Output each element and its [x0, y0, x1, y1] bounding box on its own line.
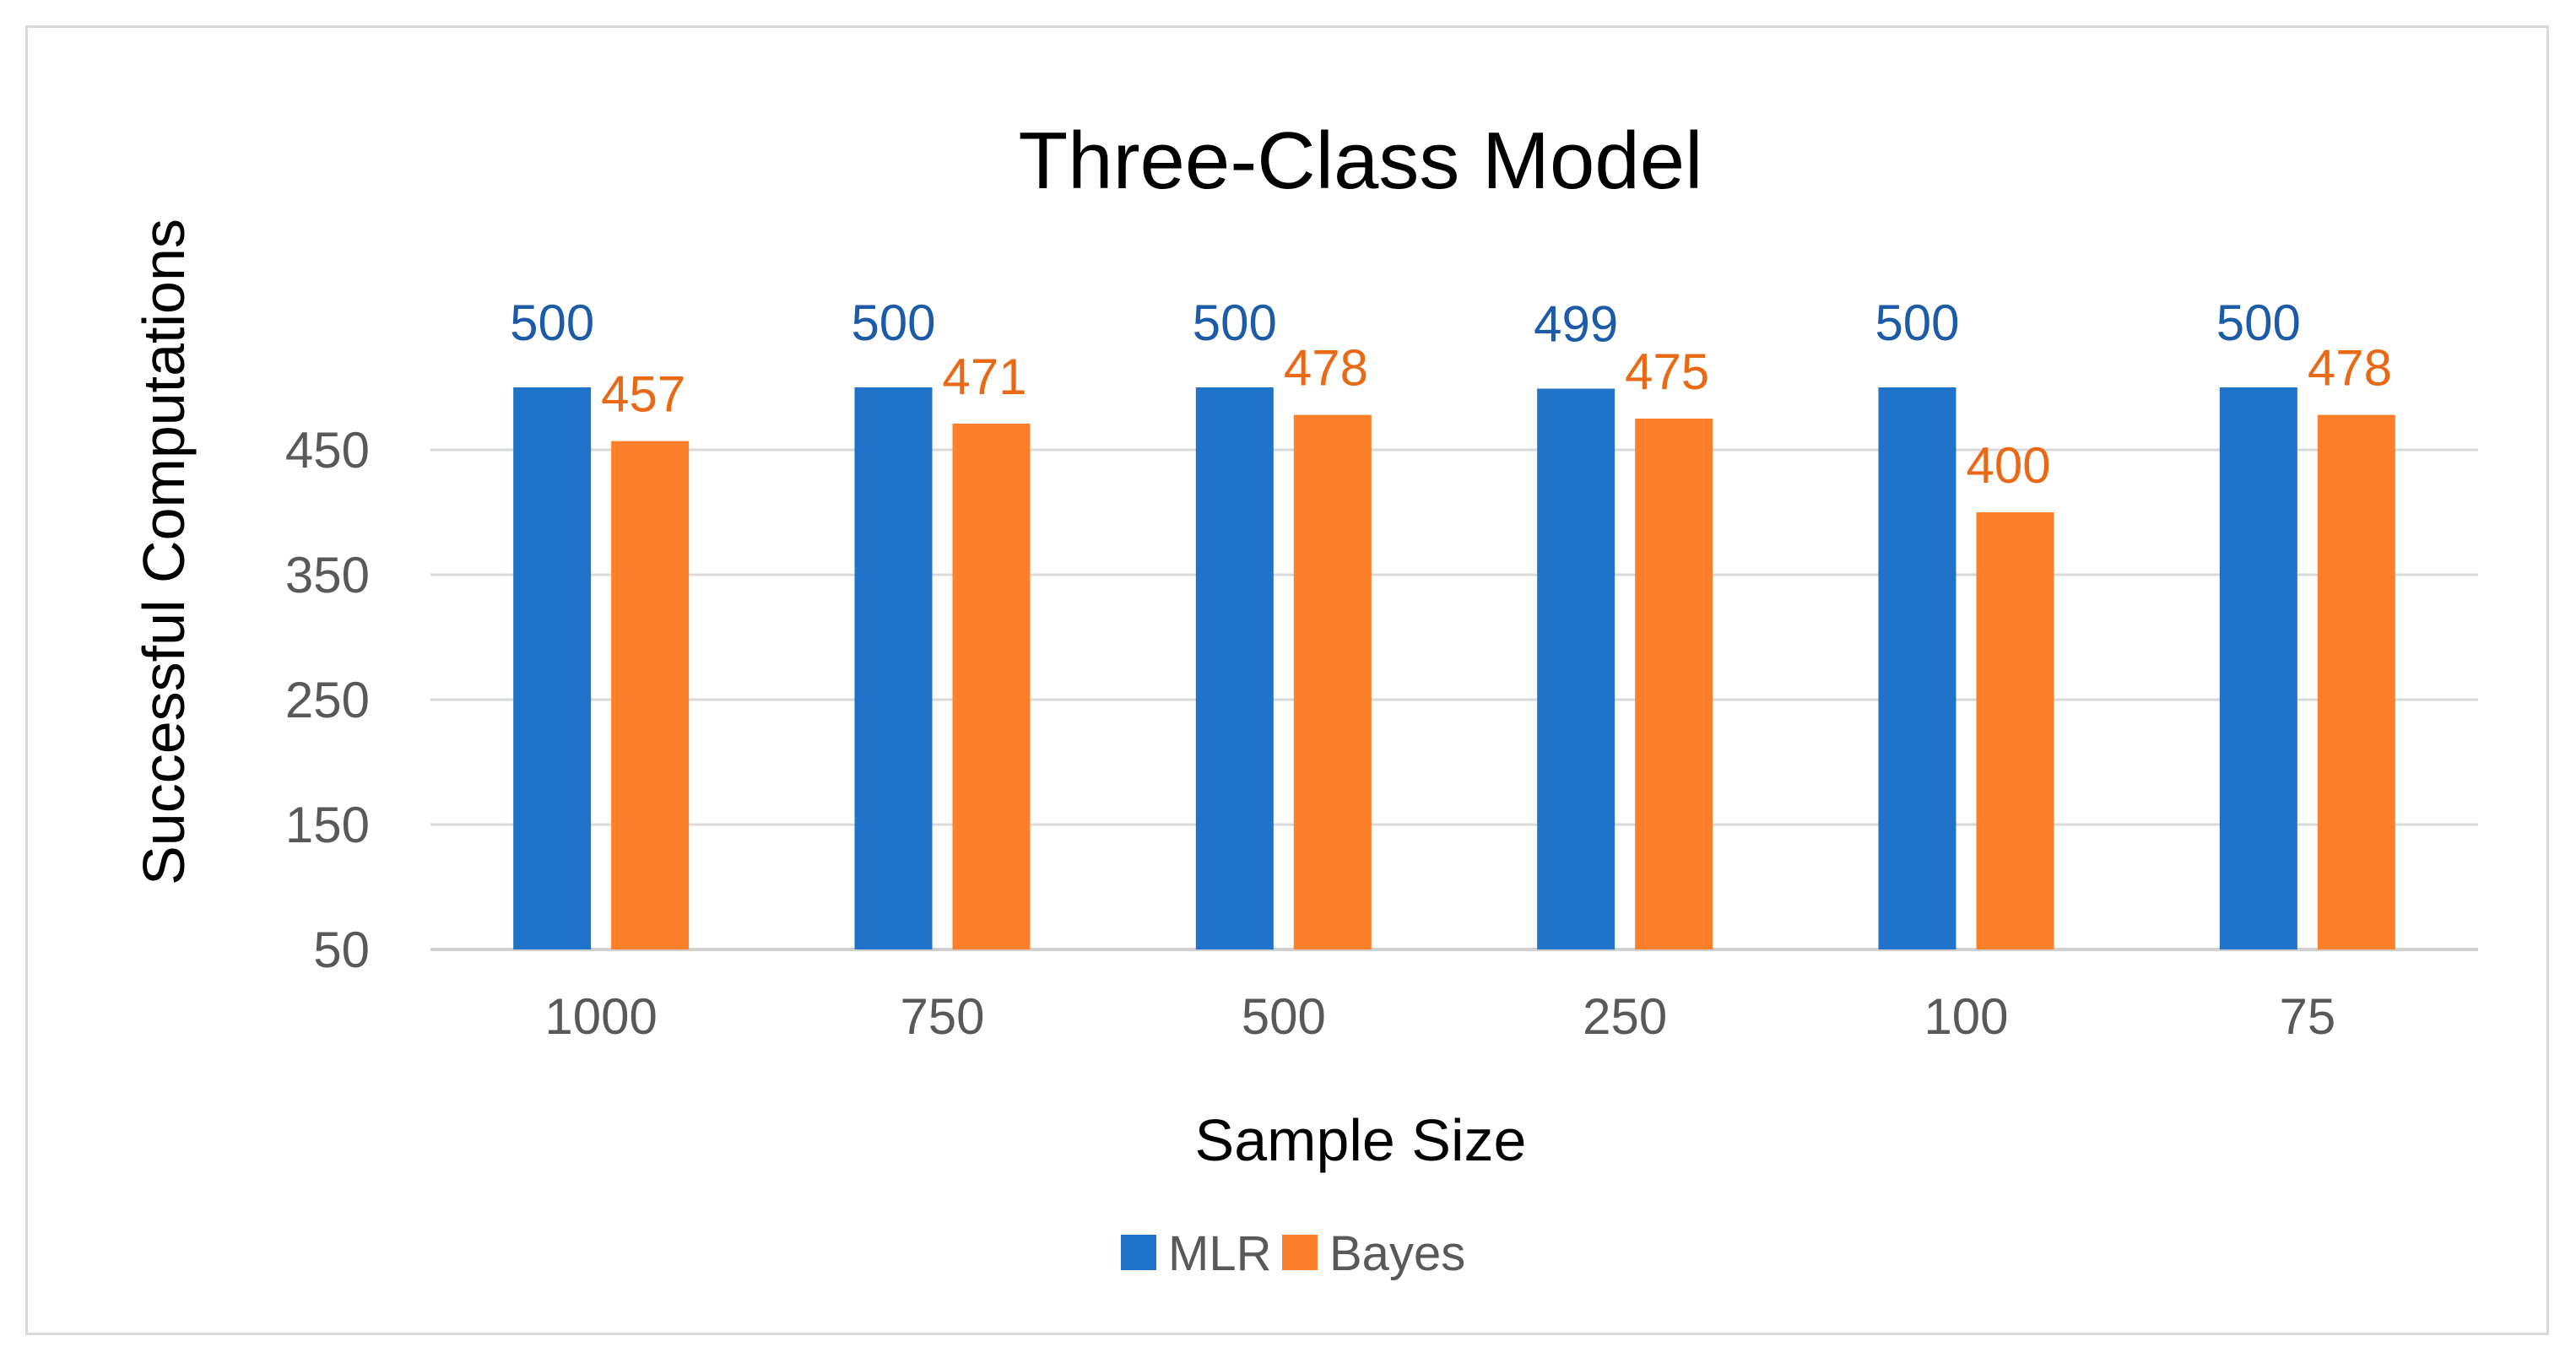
x-axis-title: Sample Size: [1195, 1107, 1527, 1173]
y-tick-label: 350: [285, 547, 370, 603]
mlr-data-label: 500: [851, 295, 935, 351]
bayes-bar: [1293, 414, 1372, 949]
mlr-bar: [1195, 387, 1274, 949]
mlr-bar: [513, 387, 592, 949]
chart-title: Three-Class Model: [1019, 116, 1703, 206]
bayes-data-label: 471: [943, 349, 1027, 405]
y-axis-ticks: 50 150 250 350 450: [285, 422, 370, 978]
y-tick-label: 250: [285, 672, 370, 728]
mlr-data-label: 500: [2216, 295, 2301, 351]
mlr-bar: [854, 387, 933, 949]
bayes-legend-label: Bayes: [1329, 1226, 1465, 1281]
bayes-data-label: 475: [1625, 343, 1709, 400]
bayes-bar: [952, 423, 1031, 949]
y-tick-label: 50: [313, 922, 370, 978]
mlr-bar: [1878, 387, 1956, 949]
bayes-data-label: 457: [601, 366, 685, 423]
x-tick-label: 100: [1924, 988, 2008, 1045]
bayes-bar: [611, 441, 690, 949]
bayes-bar: [1976, 512, 2054, 949]
x-tick-label: 75: [2279, 988, 2335, 1045]
x-tick-label: 1000: [544, 988, 657, 1045]
y-tick-label: 450: [285, 422, 370, 479]
x-axis-ticks: 1000 750 500 250 100 75: [544, 988, 2335, 1045]
mlr-data-label: 499: [1534, 295, 1618, 352]
bayes-legend-swatch: [1282, 1235, 1318, 1270]
mlr-legend-label: MLR: [1168, 1226, 1271, 1281]
bayes-data-label: 478: [2308, 340, 2392, 397]
y-tick-label: 150: [285, 797, 370, 853]
bayes-bar: [1635, 419, 1713, 949]
y-axis-title: Successful Computations: [131, 219, 197, 885]
mlr-bar: [2219, 387, 2297, 949]
legend: MLR Bayes: [1121, 1226, 1465, 1281]
bayes-data-label: 400: [1967, 437, 2051, 494]
mlr-legend-swatch: [1121, 1235, 1156, 1270]
x-tick-label: 250: [1583, 988, 1667, 1045]
x-tick-label: 500: [1242, 988, 1326, 1045]
mlr-data-label: 500: [1193, 295, 1277, 351]
bars: [513, 387, 2395, 950]
bayes-bar: [2317, 414, 2395, 949]
x-tick-label: 750: [900, 988, 984, 1045]
bayes-data-label: 478: [1284, 340, 1368, 397]
chart-frame: Three-Class Model Successful Computation…: [25, 25, 2549, 1335]
mlr-data-label: 500: [1875, 295, 1959, 351]
gridlines: [430, 448, 2478, 951]
bar-chart: Three-Class Model Successful Computation…: [131, 116, 2478, 1281]
mlr-data-label: 500: [510, 295, 594, 351]
mlr-bar: [1537, 388, 1615, 950]
